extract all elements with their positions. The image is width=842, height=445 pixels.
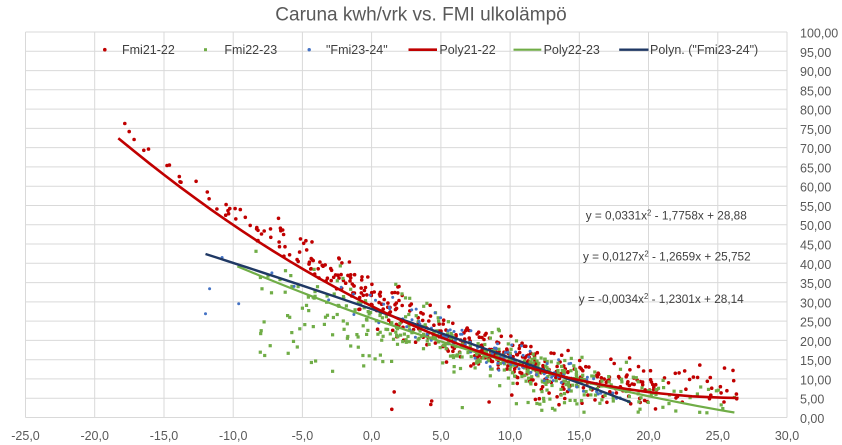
svg-text:25,00: 25,00 bbox=[800, 316, 831, 330]
svg-text:20,0: 20,0 bbox=[636, 429, 660, 443]
svg-text:65,00: 65,00 bbox=[800, 161, 831, 175]
svg-text:Poly21-22: Poly21-22 bbox=[439, 43, 495, 57]
svg-text:50,00: 50,00 bbox=[800, 219, 831, 233]
svg-text:55,00: 55,00 bbox=[800, 200, 831, 214]
svg-text:100,00: 100,00 bbox=[800, 27, 838, 41]
svg-text:75,00: 75,00 bbox=[800, 123, 831, 137]
svg-text:45,00: 45,00 bbox=[800, 239, 831, 253]
svg-text:-5,0: -5,0 bbox=[292, 429, 314, 443]
svg-text:0,0: 0,0 bbox=[363, 429, 380, 443]
svg-text:y = 0,0127x2 - 1,2659x + 25,75: y = 0,0127x2 - 1,2659x + 25,752 bbox=[583, 250, 751, 264]
svg-text:-20,0: -20,0 bbox=[80, 429, 109, 443]
svg-text:Fmi22-23: Fmi22-23 bbox=[224, 43, 277, 57]
svg-text:Poly22-23: Poly22-23 bbox=[544, 43, 600, 57]
svg-text:15,0: 15,0 bbox=[567, 429, 591, 443]
svg-text:"Fmi23-24": "Fmi23-24" bbox=[326, 43, 388, 57]
svg-text:90,00: 90,00 bbox=[800, 65, 831, 79]
svg-text:60,00: 60,00 bbox=[800, 181, 831, 195]
svg-text:5,0: 5,0 bbox=[432, 429, 449, 443]
svg-text:-10,0: -10,0 bbox=[219, 429, 248, 443]
svg-text:25,0: 25,0 bbox=[706, 429, 730, 443]
svg-text:35,00: 35,00 bbox=[800, 277, 831, 291]
svg-text:Fmi21-22: Fmi21-22 bbox=[122, 43, 175, 57]
svg-text:y = -0,0034x2 - 1,2301x + 28,1: y = -0,0034x2 - 1,2301x + 28,14 bbox=[579, 292, 744, 306]
svg-text:20,00: 20,00 bbox=[800, 335, 831, 349]
svg-text:40,00: 40,00 bbox=[800, 258, 831, 272]
svg-text:30,0: 30,0 bbox=[775, 429, 799, 443]
svg-text:85,00: 85,00 bbox=[800, 84, 831, 98]
svg-text:95,00: 95,00 bbox=[800, 46, 831, 60]
svg-text:Caruna kwh/vrk vs. FMI ulkoläm: Caruna kwh/vrk vs. FMI ulkolämpö bbox=[275, 5, 566, 26]
svg-text:0,00: 0,00 bbox=[800, 412, 824, 426]
svg-text:30,00: 30,00 bbox=[800, 296, 831, 310]
svg-text:5,00: 5,00 bbox=[800, 393, 824, 407]
svg-text:Polyn. ("Fmi23-24"): Polyn. ("Fmi23-24") bbox=[650, 43, 758, 57]
svg-text:10,0: 10,0 bbox=[498, 429, 522, 443]
svg-text:15,00: 15,00 bbox=[800, 354, 831, 368]
svg-text:70,00: 70,00 bbox=[800, 142, 831, 156]
svg-text:y = 0,0331x2 - 1,7758x + 28,88: y = 0,0331x2 - 1,7758x + 28,88 bbox=[586, 209, 748, 223]
svg-text:-15,0: -15,0 bbox=[150, 429, 179, 443]
svg-text:80,00: 80,00 bbox=[800, 104, 831, 118]
svg-text:10,00: 10,00 bbox=[800, 373, 831, 387]
svg-text:-25,0: -25,0 bbox=[11, 429, 40, 443]
